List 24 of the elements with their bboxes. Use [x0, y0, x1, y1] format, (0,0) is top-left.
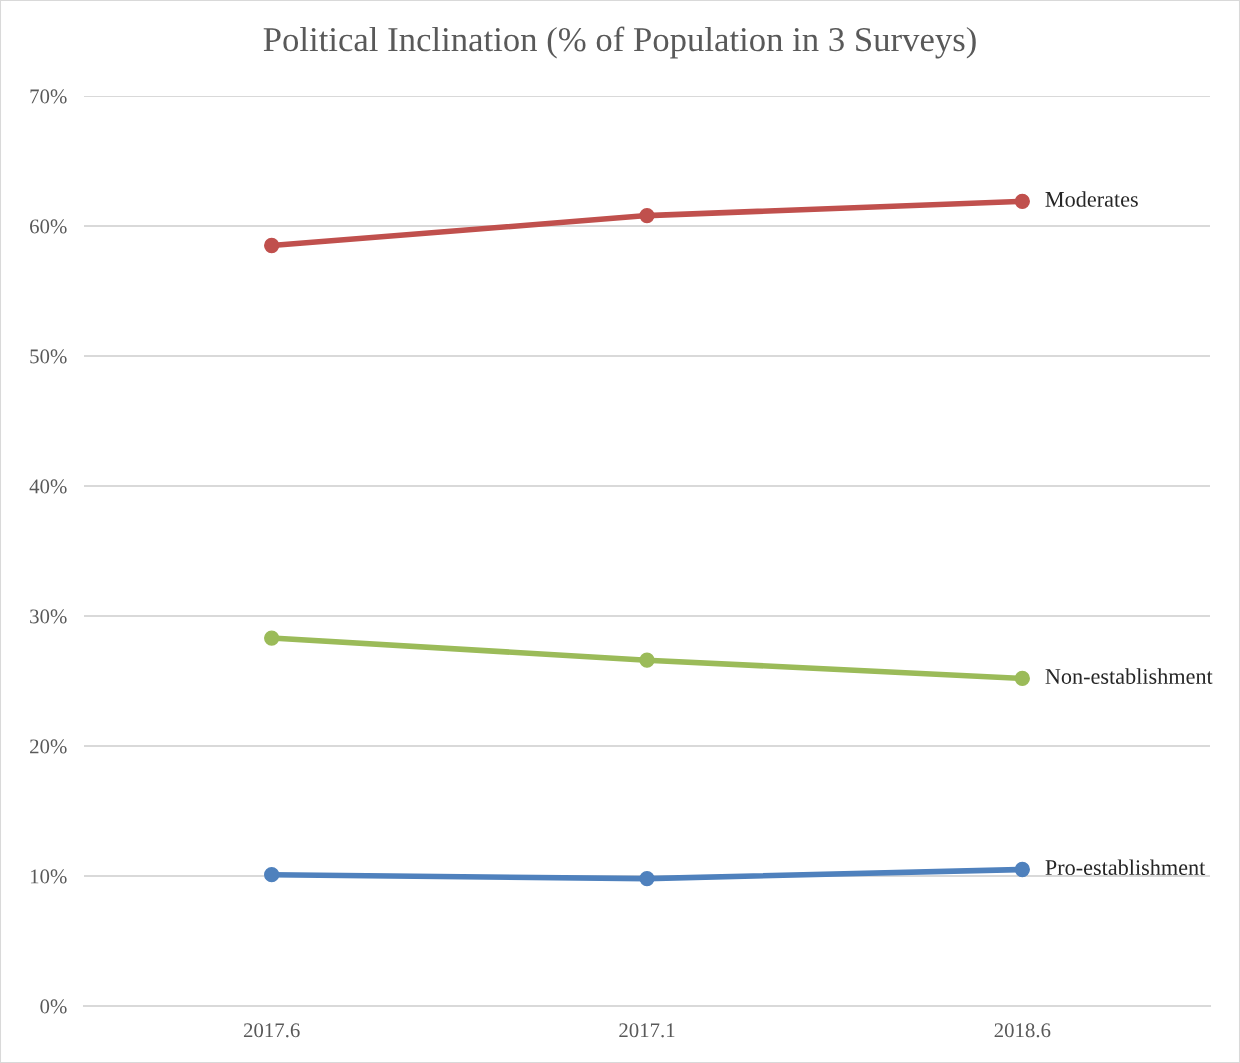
y-tick-label: 20%: [30, 739, 67, 754]
x-tick-label: 2018.6: [994, 1023, 1051, 1038]
y-tick-label: 60%: [30, 219, 67, 234]
point: [1014, 193, 1030, 209]
y-tick-label: 50%: [30, 349, 67, 364]
point: [639, 207, 655, 224]
point: [264, 237, 280, 254]
x-tick-label: 2017.6: [243, 1023, 300, 1038]
series-label: Pro-establishment: [1045, 859, 1206, 876]
chart-title: Political Inclination (% of Population in 3 Surveys): [263, 26, 976, 59]
point: [639, 870, 655, 887]
y-tick-label: 70%: [30, 89, 67, 104]
point: [264, 867, 280, 883]
point: [264, 630, 280, 646]
y-tick-label: 30%: [30, 609, 67, 624]
x-tick-label: 2017.1: [619, 1023, 675, 1038]
series-label: Non-establishment: [1045, 668, 1213, 684]
point: [1014, 670, 1030, 687]
point: [639, 652, 655, 668]
y-tick-label: 40%: [29, 479, 67, 494]
point: [1014, 861, 1030, 878]
series-label: Moderates: [1045, 191, 1138, 207]
y-tick-label: 10%: [30, 869, 67, 884]
y-tick-label: 0%: [40, 999, 67, 1014]
